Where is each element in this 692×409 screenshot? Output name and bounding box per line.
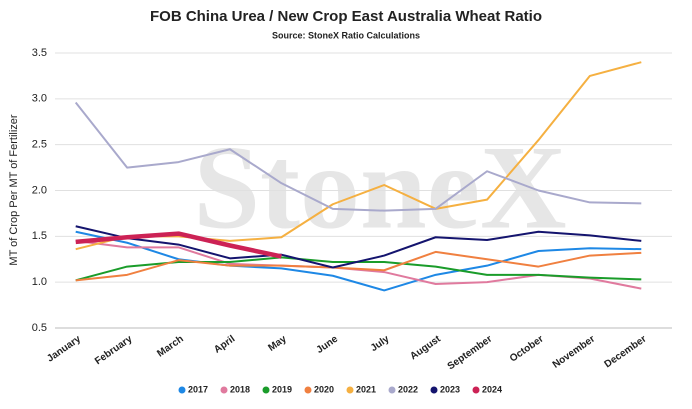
- x-tick-label: July: [369, 333, 392, 354]
- x-tick-label: September: [446, 334, 495, 373]
- x-tick-label: August: [408, 333, 443, 362]
- legend-marker: [346, 386, 354, 394]
- x-tick-label: November: [551, 334, 597, 371]
- y-axis-label: MT of Crop Per MT of Fertilizer: [8, 114, 20, 266]
- legend-marker: [304, 386, 312, 394]
- legend-marker: [430, 386, 438, 394]
- legend-marker: [178, 386, 186, 394]
- series-line: [75, 250, 642, 282]
- chart-title: FOB China Urea / New Crop East Australia…: [150, 8, 542, 25]
- legend-label: 2017: [188, 384, 208, 394]
- legend-marker: [472, 386, 480, 394]
- x-tick-label: December: [603, 334, 649, 371]
- y-tick-label: 1.0: [32, 276, 47, 288]
- series-line: [75, 230, 642, 292]
- y-tick-label: 3.5: [32, 47, 47, 59]
- x-tick-label: March: [155, 334, 185, 360]
- legend-label: 2019: [272, 384, 292, 394]
- chart-subtitle: Source: StoneX Ratio Calculations: [272, 30, 420, 40]
- series-line: [75, 231, 282, 259]
- legend-label: 2024: [482, 384, 502, 394]
- series-line: [75, 225, 642, 269]
- y-tick-label: 0.5: [32, 322, 47, 334]
- y-tick-label: 1.5: [32, 230, 47, 242]
- x-tick-label: June: [315, 333, 341, 356]
- y-tick-label: 2.0: [32, 184, 47, 196]
- x-tick-label: April: [212, 333, 237, 355]
- legend-marker: [220, 386, 228, 394]
- legend-marker: [388, 386, 396, 394]
- legend-label: 2022: [398, 384, 418, 394]
- x-tick-label: October: [508, 334, 546, 365]
- x-tick-label: January: [45, 333, 83, 364]
- legend-label: 2021: [356, 384, 376, 394]
- legend-label: 2020: [314, 384, 334, 394]
- x-tick-label: May: [266, 333, 289, 353]
- legend-label: 2023: [440, 384, 460, 394]
- y-tick-label: 3.0: [32, 93, 47, 105]
- x-tick-label: February: [93, 333, 135, 367]
- y-tick-label: 2.5: [32, 139, 47, 151]
- legend-label: 2018: [230, 384, 250, 394]
- series-line: [74, 101, 642, 212]
- legend-marker: [262, 386, 270, 394]
